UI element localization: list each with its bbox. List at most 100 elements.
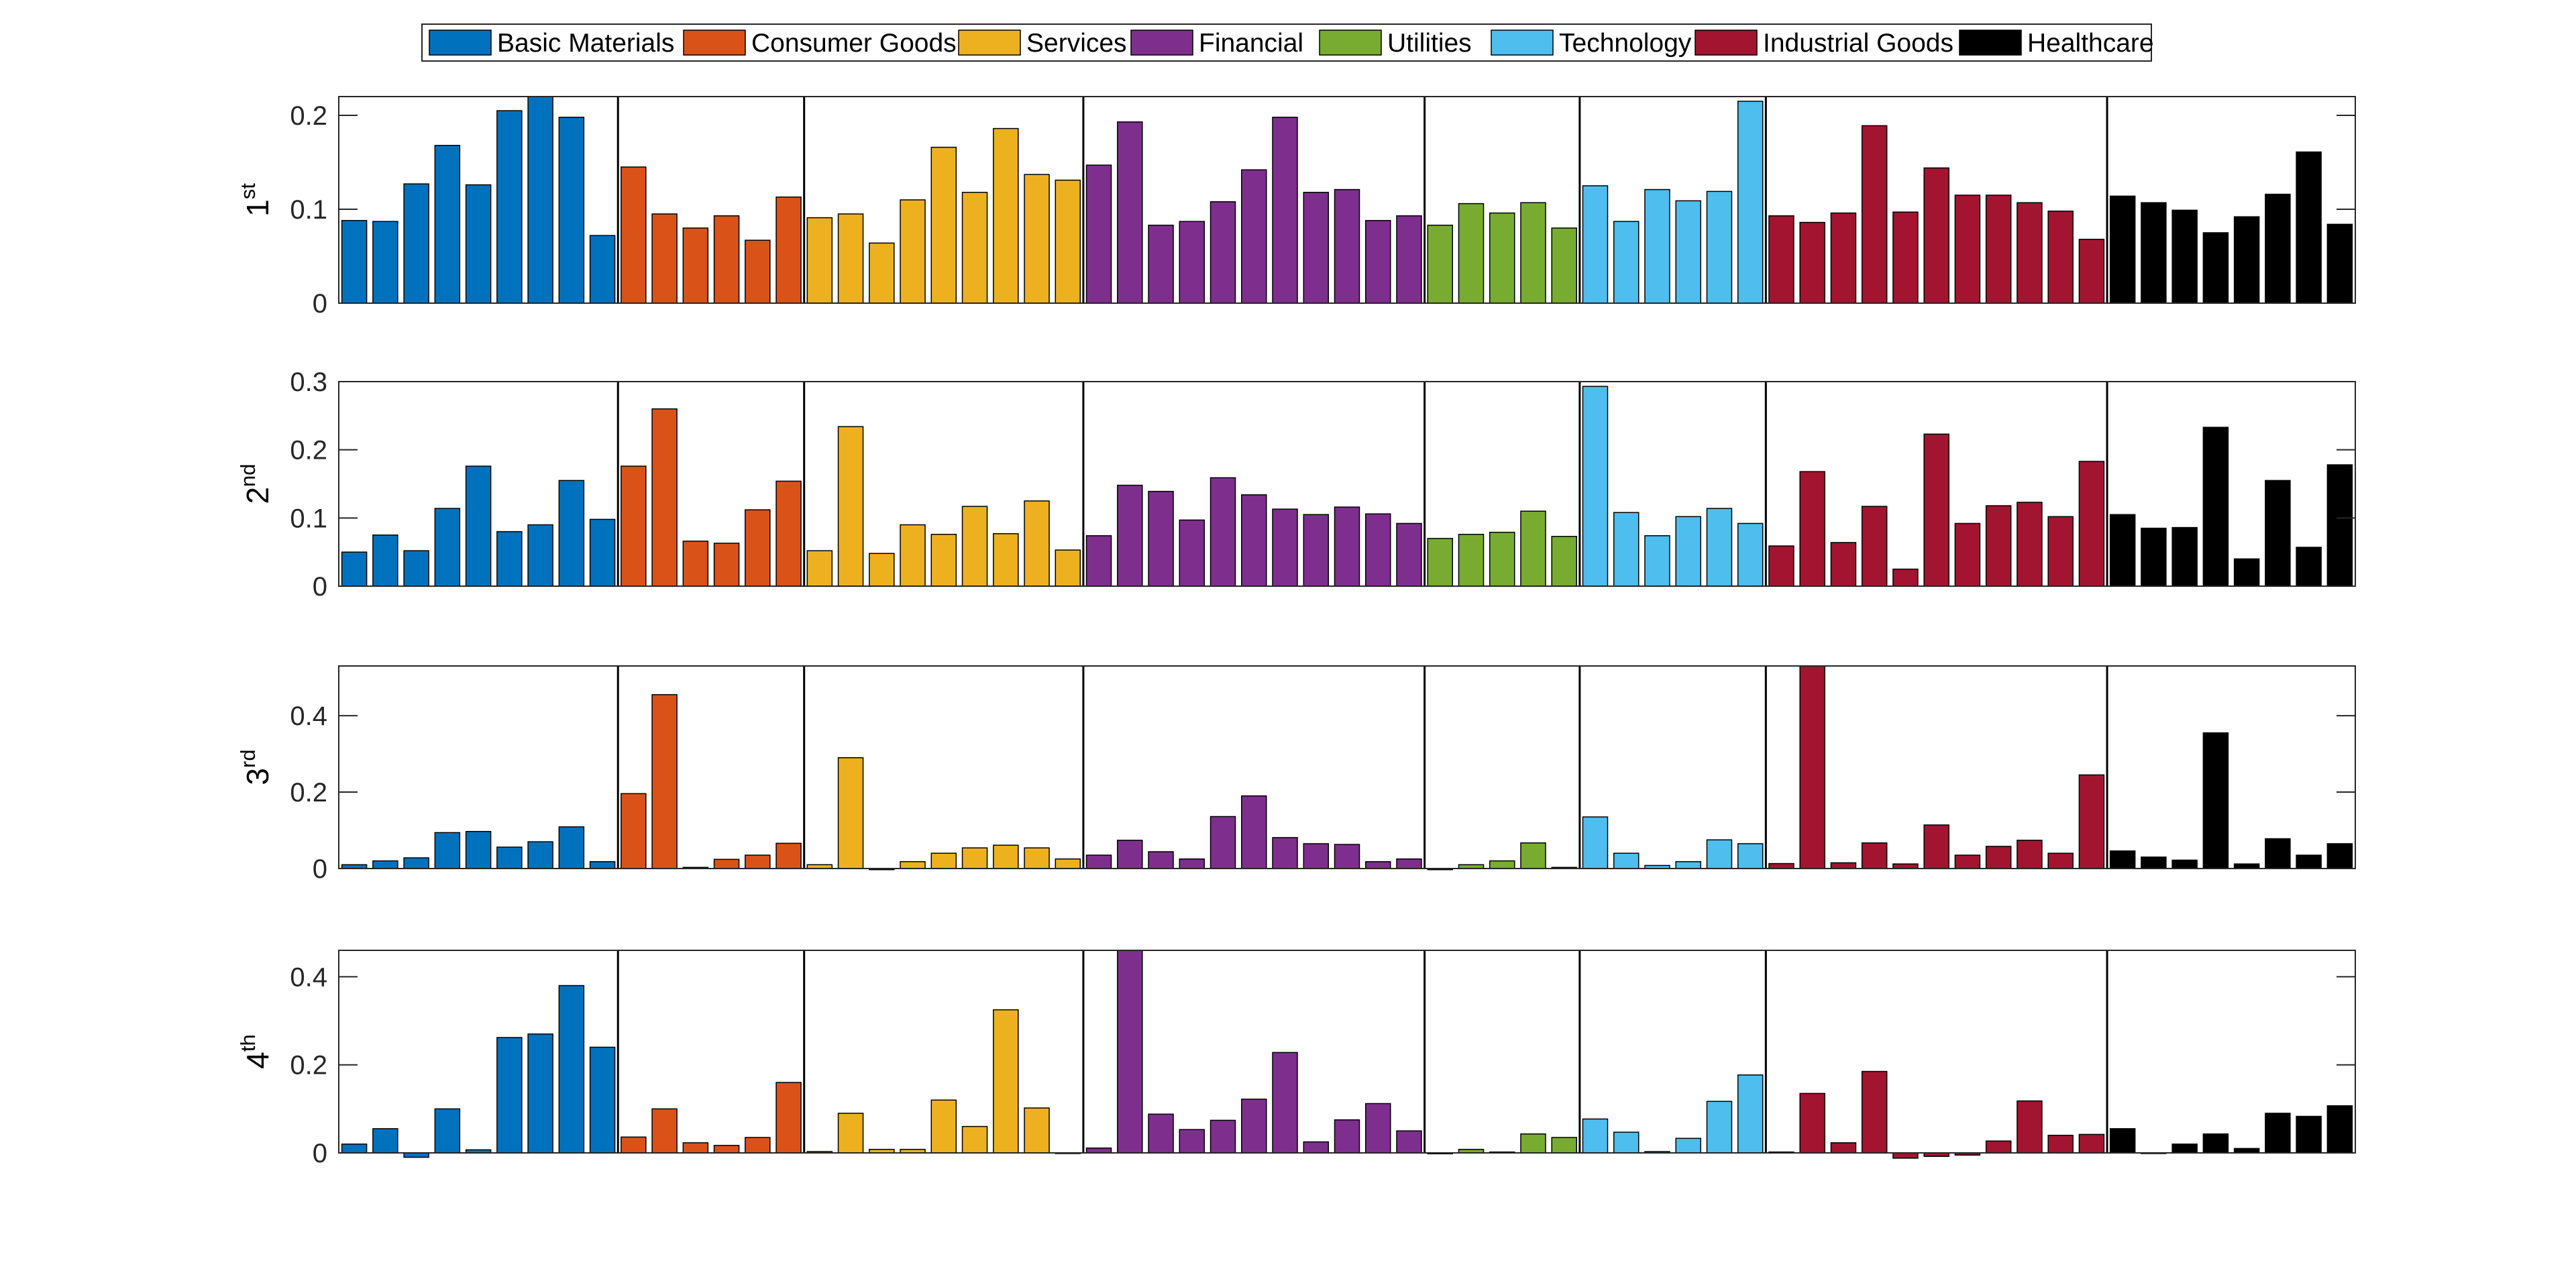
bar xyxy=(558,826,585,869)
bar xyxy=(2171,859,2198,869)
bar xyxy=(745,239,771,304)
bar xyxy=(527,524,553,587)
bar xyxy=(1427,538,1453,587)
bar xyxy=(1582,1118,1609,1154)
legend-label: Basic Materials xyxy=(497,29,674,58)
bar xyxy=(434,832,461,869)
bar xyxy=(1179,519,1205,587)
bar xyxy=(2233,558,2260,587)
bar xyxy=(2078,239,2105,304)
bar xyxy=(1396,1130,1422,1154)
bar xyxy=(1551,1137,1577,1154)
bar xyxy=(2326,843,2353,869)
bar xyxy=(713,1145,740,1154)
bar xyxy=(1055,858,1081,869)
legend-swatch xyxy=(1695,30,1758,56)
legend-swatch xyxy=(958,30,1021,56)
legend-label: Industrial Goods xyxy=(1763,29,1953,58)
bar xyxy=(2171,526,2198,587)
bar xyxy=(1613,512,1640,587)
bar xyxy=(1520,1133,1546,1154)
bar xyxy=(775,1082,802,1154)
bar xyxy=(2017,840,2043,869)
bar xyxy=(1551,227,1577,304)
chart-panel-4: 0 0.2 0.4 4th xyxy=(236,950,2356,1168)
bar xyxy=(434,1108,461,1154)
bar xyxy=(651,408,678,587)
bar xyxy=(1055,179,1081,304)
bar xyxy=(434,145,461,304)
bar xyxy=(2171,209,2198,304)
bar xyxy=(1923,433,1949,587)
bar xyxy=(496,846,523,869)
bar xyxy=(1179,1129,1205,1154)
bar xyxy=(1520,842,1546,869)
bar xyxy=(2233,216,2260,304)
bar xyxy=(2296,1115,2322,1154)
bar xyxy=(1737,843,1764,869)
bar xyxy=(869,242,895,304)
bar xyxy=(1085,1148,1112,1154)
bar xyxy=(1892,1152,1919,1159)
bar xyxy=(465,830,492,869)
y-axis-label-number: 1 xyxy=(240,199,275,217)
bar xyxy=(1334,844,1360,869)
bar xyxy=(1303,843,1330,869)
bar xyxy=(713,215,740,304)
y-tick-label: 0.4 xyxy=(290,962,327,992)
bar xyxy=(2109,514,2136,587)
bar xyxy=(341,220,368,304)
legend-swatch xyxy=(429,30,492,56)
bar xyxy=(2202,732,2229,869)
bar xyxy=(900,524,926,587)
bar xyxy=(558,985,585,1154)
bar xyxy=(2047,211,2074,304)
bar xyxy=(1830,1142,1857,1154)
y-tick-label: 0.1 xyxy=(290,504,327,533)
y-axis-label-suffix: st xyxy=(236,183,260,200)
bar xyxy=(1303,514,1330,587)
chart-panels: 0 0.1 0.2 1st 0 0.1 0.2 0.3 2nd 0 0.2 0.4 3rd 0 0.2 0.4… xyxy=(236,96,2356,1168)
bar xyxy=(2017,1100,2043,1154)
legend-entry: Consumer Goods xyxy=(683,29,957,58)
bar xyxy=(1861,842,1888,869)
bar xyxy=(2265,193,2291,304)
bar xyxy=(1830,542,1857,587)
bar xyxy=(2047,516,2074,587)
bar xyxy=(1148,1113,1174,1154)
bar xyxy=(372,535,398,587)
y-tick-label: 0.2 xyxy=(290,778,327,807)
bar xyxy=(1861,125,1888,304)
legend-swatch xyxy=(1959,30,2022,56)
bar xyxy=(403,183,429,304)
bar xyxy=(1179,858,1205,869)
bar xyxy=(1117,484,1143,587)
bar xyxy=(1892,211,1919,304)
bar xyxy=(2326,1105,2353,1154)
y-tick-label: 0.2 xyxy=(290,1051,327,1080)
axes-box xyxy=(338,381,2356,587)
bar xyxy=(1985,505,2012,587)
bar xyxy=(2233,863,2260,869)
bar xyxy=(1148,225,1174,304)
bar xyxy=(372,1128,398,1154)
bar xyxy=(1644,535,1670,587)
bar xyxy=(1706,1101,1733,1154)
bar xyxy=(1985,1140,2012,1154)
bar xyxy=(1768,862,1794,869)
bar xyxy=(1272,117,1298,304)
y-axis-label-suffix: rd xyxy=(236,749,260,768)
bar xyxy=(1489,531,1515,587)
bar xyxy=(1210,1119,1236,1154)
bar xyxy=(1148,490,1174,587)
bar xyxy=(961,506,988,587)
bar xyxy=(1210,477,1236,587)
bar xyxy=(527,1033,553,1154)
bar xyxy=(1861,506,1888,587)
bar xyxy=(930,1099,957,1154)
bar xyxy=(837,426,864,587)
bar xyxy=(930,146,957,304)
y-axis-label-number: 4 xyxy=(240,1052,275,1069)
bar xyxy=(682,227,709,304)
bar xyxy=(1551,536,1577,587)
